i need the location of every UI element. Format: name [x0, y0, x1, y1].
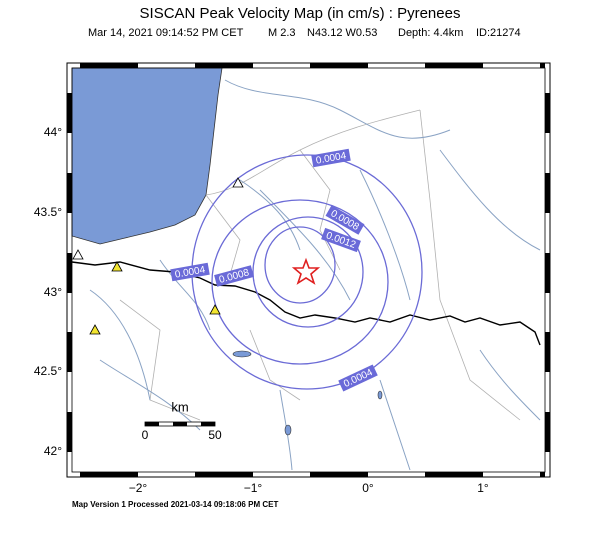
lon-label: −1°: [244, 481, 263, 495]
station: [72, 249, 84, 260]
admin-boundaries: [119, 109, 521, 421]
frame-band: [195, 63, 253, 68]
lat-label: 43.5°: [34, 205, 62, 219]
frame-band: [67, 93, 72, 133]
contour-line: [211, 199, 389, 365]
frame-band: [540, 472, 545, 477]
scale-end: 50: [208, 428, 222, 442]
frame-band: [425, 472, 483, 477]
lakes: [232, 350, 383, 436]
frame-band: [425, 63, 483, 68]
contour-label: 0.0004: [170, 262, 210, 282]
lat-label: 44°: [44, 125, 62, 139]
footer: Map Version 1 Processed 2021-03-14 09:18…: [72, 500, 278, 509]
subtitle-depth: Depth: 4.4km: [398, 27, 463, 39]
subtitle-date: Mar 14, 2021 09:14:52 PM CET: [88, 27, 244, 39]
frame-band: [545, 93, 550, 133]
frame-band: [67, 173, 72, 213]
station: [209, 304, 221, 315]
epicenter: [291, 257, 321, 285]
frame-band: [80, 472, 138, 477]
lat-label: 43°: [44, 285, 62, 299]
sea: [71, 67, 223, 245]
frame-band: [545, 412, 550, 452]
scale-unit: km: [171, 399, 188, 414]
contour-line: [252, 216, 364, 328]
frame-band: [67, 332, 72, 372]
frame-band: [80, 63, 138, 68]
frame-band: [67, 253, 72, 293]
station: [89, 324, 101, 335]
contour-label-box: [311, 148, 351, 168]
subtitle-location: N43.12 W0.53: [307, 27, 377, 39]
contour-label-text: 0.0004: [315, 150, 347, 166]
title: SISCAN Peak Velocity Map (in cm/s) : Pyr…: [140, 5, 461, 22]
contour-line: [264, 226, 336, 304]
frame-band: [310, 472, 368, 477]
subtitle-magnitude: M 2.3: [268, 27, 296, 39]
lon-label: 0°: [362, 481, 374, 495]
contour-label-box: [321, 227, 361, 253]
frame-band: [545, 253, 550, 293]
station: [232, 177, 244, 188]
contour-label-box: [170, 262, 210, 282]
lon-label: −2°: [129, 481, 148, 495]
scale-bar: [144, 421, 216, 427]
frame-band: [545, 173, 550, 213]
stations: [72, 177, 244, 335]
contour-label-box: [214, 265, 254, 287]
contour-label-box: [338, 364, 378, 392]
scale-start: 0: [142, 428, 149, 442]
lat-label: 42°: [44, 444, 62, 458]
frame-band: [67, 412, 72, 452]
frame-band: [195, 472, 253, 477]
frame-band: [310, 63, 368, 68]
station: [111, 261, 123, 272]
frame-band: [540, 63, 545, 68]
frame-band: [545, 332, 550, 372]
frame: [66, 62, 551, 478]
lon-label: 1°: [477, 481, 489, 495]
contour-label: 0.0004: [311, 148, 351, 168]
subtitle-id: ID:21274: [476, 27, 521, 39]
contour-label-box: [325, 205, 365, 235]
lat-label: 42.5°: [34, 364, 62, 378]
contour-label-text: 0.0004: [174, 264, 206, 280]
